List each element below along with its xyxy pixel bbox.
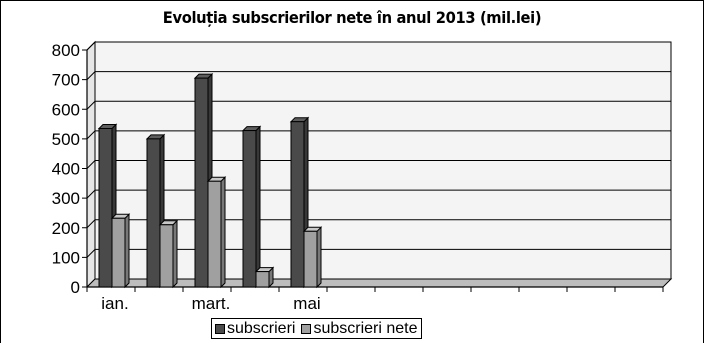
bar-subscrieri-nete-apr [254, 266, 275, 289]
bar-subscrieri-nete-apr-front [255, 271, 270, 288]
bar-subscrieri-nete-mai [302, 226, 323, 289]
gridline-side [86, 100, 96, 110]
bar-subscrieri-nete-feb-side [172, 219, 178, 289]
bar-subscrieri-nete-feb-front [159, 224, 174, 288]
bar-subscrieri-nete-mai-side [316, 226, 322, 289]
gridline-side [86, 71, 96, 80]
bar-subscrieri-mart-front [194, 77, 209, 288]
legend-label-subscrieri-nete: subscrieri nete [313, 319, 418, 337]
y-tick-label: 800 [52, 41, 80, 60]
bar-subscrieri-mai-front [290, 121, 305, 288]
bar-subscrieri-apr-side [255, 125, 261, 289]
legend-swatch-subscrieri-nete [301, 323, 312, 334]
bar-subscrieri-nete-feb [158, 219, 179, 289]
gridline-side [86, 189, 96, 199]
gridline-side [86, 41, 96, 51]
legend-label-subscrieri: subscrieri [227, 319, 296, 337]
bar-subscrieri-nete-mai-front [303, 230, 318, 288]
bar-subscrieri-nete-ian-front [111, 217, 126, 288]
y-tick-label: 700 [52, 71, 80, 90]
bar-subscrieri-nete-mart-side [220, 176, 226, 289]
y-tick-label: 0 [71, 278, 80, 297]
legend-swatch-subscrieri [215, 323, 225, 334]
y-tick-label: 500 [52, 130, 80, 149]
bar-subscrieri-apr [241, 125, 262, 289]
y-tick-label: 400 [52, 160, 80, 179]
gridline-side [86, 249, 96, 258]
chart-legend: subscrieri subscrieri nete [211, 318, 422, 339]
y-tick-label: 100 [52, 248, 80, 267]
y-tick-label: 200 [52, 219, 80, 238]
x-tick-label: mart. [192, 294, 231, 313]
bar-subscrieri-apr-front [242, 130, 257, 288]
bar-subscrieri-nete-mart-front [207, 180, 222, 288]
bar-subscrieri-feb-front [146, 138, 161, 288]
x-tick-label: mai [293, 294, 320, 313]
y-tick-label: 300 [52, 189, 80, 208]
bar-subscrieri-nete-ian-side [124, 213, 130, 289]
gridline-side [86, 160, 96, 169]
bar-subscrieri-nete-ian [110, 213, 131, 289]
legend-item-subscrieri: subscrieri [215, 320, 295, 338]
gridline-side [86, 130, 96, 140]
x-tick-label: ian. [101, 294, 128, 313]
legend-item-subscrieri-nete: subscrieri nete [301, 319, 418, 338]
gridline-side [86, 219, 96, 229]
bar-subscrieri-ian-front [98, 128, 113, 288]
chart-title: Evoluția subscrierilor nete în anul 2013… [162, 8, 542, 27]
bar-subscrieri-nete-mart [206, 176, 227, 289]
y-tick-label: 600 [52, 100, 80, 119]
